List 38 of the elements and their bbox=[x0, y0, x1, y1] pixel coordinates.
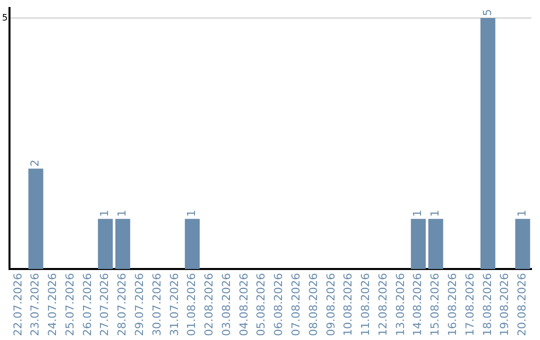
x-tick-label: 22.07.2026 bbox=[11, 273, 24, 336]
x-tick-label: 31.07.2026 bbox=[168, 273, 181, 336]
data-label: 1 bbox=[98, 210, 112, 217]
x-tick-label: 06.08.2026 bbox=[272, 273, 286, 336]
x-tick-label: 28.07.2026 bbox=[116, 273, 129, 336]
x-tick-label: 05.08.2026 bbox=[254, 273, 268, 336]
x-tick-label: 11.08.2026 bbox=[359, 273, 372, 336]
x-tick-label: 10.08.2026 bbox=[342, 273, 355, 336]
x-tick-label: 02.08.2026 bbox=[202, 273, 216, 336]
data-label: 1 bbox=[116, 210, 129, 217]
x-tick-label: 25.07.2026 bbox=[63, 273, 76, 336]
data-label: 2 bbox=[28, 160, 42, 167]
x-tick-label: 19.08.2026 bbox=[498, 273, 512, 336]
data-label: 1 bbox=[185, 210, 198, 217]
x-tick-label: 26.07.2026 bbox=[80, 273, 94, 336]
x-tick-label: 24.07.2026 bbox=[46, 273, 60, 336]
x-tick-label: 12.08.2026 bbox=[376, 273, 390, 336]
x-tick-label: 23.07.2026 bbox=[28, 273, 42, 336]
x-tick-label: 27.07.2026 bbox=[98, 273, 112, 336]
x-tick-label: 04.08.2026 bbox=[237, 273, 250, 336]
x-tick-label: 29.07.2026 bbox=[132, 273, 146, 336]
x-tick-label: 20.08.2026 bbox=[516, 273, 529, 336]
x-tick-label: 08.08.2026 bbox=[306, 273, 320, 336]
x-tick-label: 09.08.2026 bbox=[324, 273, 338, 336]
data-label: 1 bbox=[411, 210, 424, 217]
x-tick-label: 13.08.2026 bbox=[394, 273, 407, 336]
x-tick-label: 16.08.2026 bbox=[446, 273, 459, 336]
x-tick-label: 15.08.2026 bbox=[428, 273, 442, 336]
x-tick-label: 01.08.2026 bbox=[185, 273, 198, 336]
x-tick-label: 03.08.2026 bbox=[220, 273, 233, 336]
x-tick-label: 17.08.2026 bbox=[463, 273, 476, 336]
data-label: 1 bbox=[516, 210, 529, 217]
x-tick-label: 18.08.2026 bbox=[480, 273, 494, 336]
x-tick-label: 07.08.2026 bbox=[289, 273, 302, 336]
x-tick-label: 30.07.2026 bbox=[150, 273, 164, 336]
x-tick-label: 14.08.2026 bbox=[411, 273, 424, 336]
data-label: 5 bbox=[480, 9, 494, 16]
data-label: 1 bbox=[428, 210, 442, 217]
